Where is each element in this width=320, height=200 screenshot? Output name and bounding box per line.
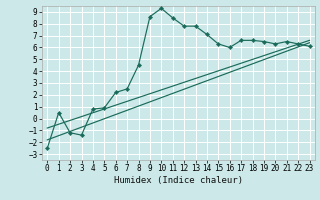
X-axis label: Humidex (Indice chaleur): Humidex (Indice chaleur) [114,176,243,185]
